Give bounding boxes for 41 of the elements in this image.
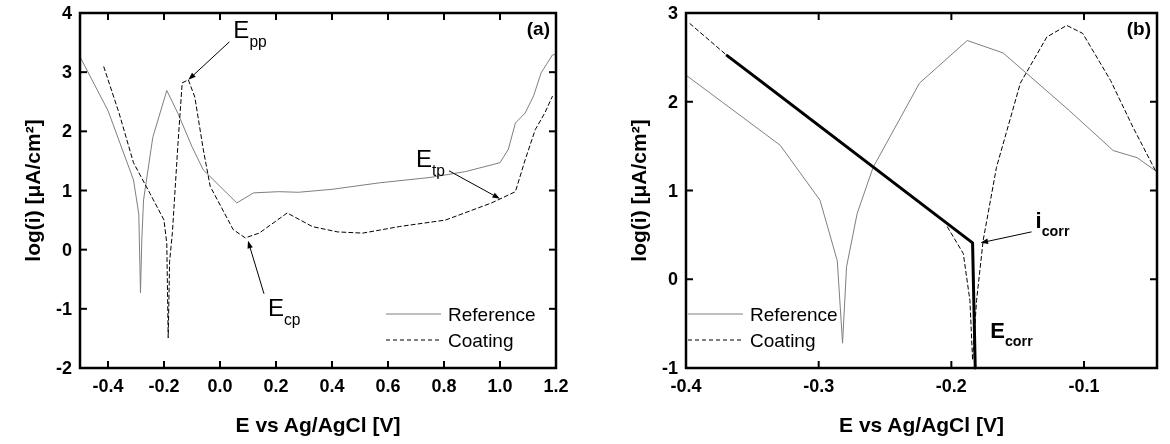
x-axis-title: E vs Ag/AgCl [V] — [235, 413, 401, 436]
x-tick-label: -0.1 — [1068, 376, 1100, 396]
annotation: E$_{tp}$ — [415, 144, 446, 179]
x-tick-label: 0.8 — [431, 376, 457, 396]
y-tick-label: -1 — [661, 358, 678, 378]
y-axis-title: log(i) [μA/cm²] — [21, 119, 44, 262]
x-tick-label: 0.6 — [375, 376, 401, 396]
x-tick-label: 1.2 — [543, 376, 569, 396]
chart-title: (b) — [1126, 18, 1151, 39]
legend-label: Reference — [750, 304, 838, 325]
y-tick-label: 2 — [667, 91, 678, 112]
annotation: i$_{corr}$ — [1035, 207, 1070, 239]
line-series — [79, 53, 557, 294]
legend-label: Coating — [750, 330, 816, 351]
y-tick-label: 1 — [667, 180, 678, 201]
legend-label: Reference — [448, 304, 536, 325]
annotation: E$_{pp}$ — [233, 15, 268, 50]
y-tick-label: 2 — [61, 121, 72, 142]
legend-label: Coating — [448, 330, 514, 351]
x-tick-label: 0.2 — [263, 376, 289, 396]
annotation: E$_{cp}$ — [268, 293, 301, 328]
x-axis-title: E vs Ag/AgCl [V] — [839, 413, 1004, 436]
y-tick-label: 3 — [61, 62, 72, 83]
x-tick-label: -0.2 — [935, 376, 967, 396]
x-tick-label: 0.4 — [319, 376, 345, 396]
y-tick-label: -2 — [55, 358, 72, 378]
y-axis-title: log(i) [μA/cm²] — [627, 119, 650, 262]
x-tick-label: -0.2 — [148, 376, 180, 396]
y-tick-label: 1 — [61, 180, 72, 201]
x-tick-label: 1.0 — [487, 376, 513, 396]
annotation: E$_{corr}$ — [990, 318, 1034, 350]
x-tick-label: -0.4 — [92, 376, 124, 396]
y-tick-label: -1 — [55, 298, 72, 319]
y-tick-label: 4 — [61, 3, 72, 23]
y-tick-label: 0 — [667, 269, 678, 290]
y-tick-label: 0 — [61, 239, 72, 260]
x-tick-label: -0.3 — [803, 376, 835, 396]
y-tick-label: 3 — [667, 3, 678, 23]
x-tick-label: 0.0 — [207, 376, 233, 396]
chart-title: (a) — [526, 18, 550, 39]
x-tick-label: -0.4 — [670, 376, 702, 396]
